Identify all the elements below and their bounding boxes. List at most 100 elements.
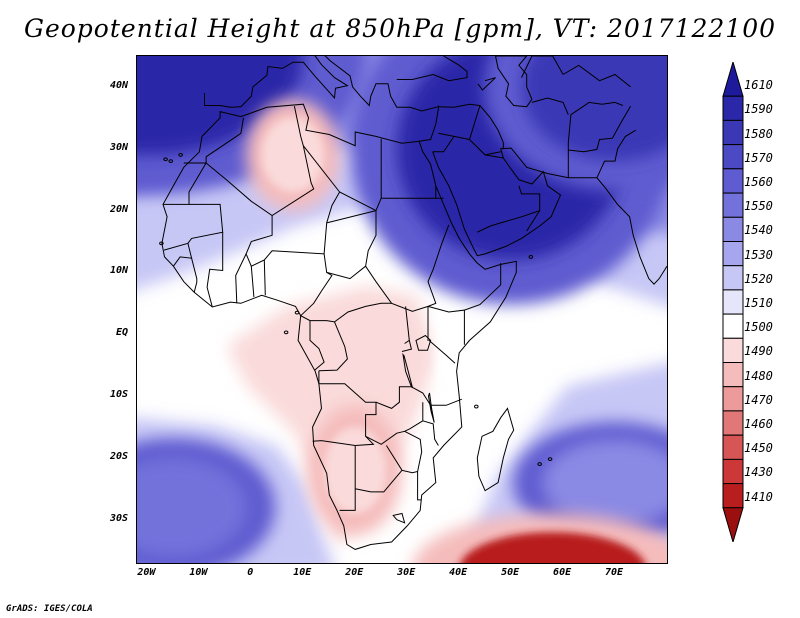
border-line bbox=[422, 420, 439, 446]
border-line bbox=[567, 114, 572, 178]
lon-tick-label: 70E bbox=[605, 567, 624, 578]
colorbar-label: 1460 bbox=[744, 417, 773, 432]
lat-tick-label: 10N bbox=[109, 265, 128, 277]
colorbar-label: 1610 bbox=[744, 78, 773, 93]
persian-borders bbox=[479, 105, 504, 149]
colorbar-label: 1490 bbox=[744, 344, 773, 359]
colorbar-label: 1430 bbox=[744, 465, 773, 480]
colorbar-segment bbox=[722, 458, 744, 485]
border-line bbox=[235, 253, 247, 304]
border-line bbox=[432, 136, 455, 153]
border-line bbox=[531, 97, 569, 115]
border-line bbox=[302, 138, 382, 212]
lon-tick-label: 10E bbox=[293, 567, 312, 578]
madagascar-coastline bbox=[476, 407, 515, 492]
colorbar-segment bbox=[722, 119, 744, 146]
lat-tick-label: 30S bbox=[109, 512, 128, 524]
border-line bbox=[477, 185, 541, 233]
colorbar-label: 1410 bbox=[744, 489, 773, 504]
border-line bbox=[250, 266, 255, 298]
colorbar-label: 1560 bbox=[744, 174, 773, 189]
grads-credit: GrADS: IGES/COLA bbox=[6, 604, 93, 614]
colorbar-segment bbox=[722, 362, 744, 388]
island-outline bbox=[547, 457, 553, 462]
border-line bbox=[205, 105, 315, 217]
colorbar-label: 1520 bbox=[744, 271, 773, 286]
lon-tick-label: 0 bbox=[247, 567, 254, 578]
colorbar-segment bbox=[722, 386, 744, 412]
colorbar-label: 1570 bbox=[744, 150, 773, 165]
colorbar-label: 1450 bbox=[744, 441, 773, 456]
colorbar-segment bbox=[722, 483, 744, 509]
border-line bbox=[401, 340, 413, 352]
border-line bbox=[318, 321, 348, 372]
border-line bbox=[570, 101, 623, 116]
island-outline bbox=[178, 153, 183, 157]
coastlines-and-borders bbox=[159, 56, 667, 550]
colorbar-segment bbox=[722, 144, 744, 170]
colorbar-segment bbox=[722, 192, 744, 218]
colorbar-label: 1540 bbox=[744, 223, 773, 238]
border-line bbox=[427, 305, 465, 345]
color-legend-bar bbox=[722, 62, 744, 542]
lake-malawi bbox=[427, 392, 435, 423]
lat-tick-label: 20S bbox=[109, 450, 128, 462]
lat-tick-label: 30N bbox=[109, 141, 128, 153]
colorbar-label: 1590 bbox=[744, 102, 773, 117]
sahara-low bbox=[261, 117, 325, 193]
colorbar-segment bbox=[722, 216, 744, 243]
south-indian-low bbox=[460, 532, 645, 563]
border-line bbox=[309, 320, 325, 371]
caspian-coast bbox=[494, 56, 533, 108]
colorbar-segment bbox=[722, 95, 744, 121]
border-line bbox=[326, 265, 366, 280]
lon-tick-label: 40E bbox=[449, 567, 468, 578]
border-line bbox=[568, 105, 632, 153]
mediterranean-north-coast bbox=[204, 56, 439, 112]
colorbar-label: 1500 bbox=[744, 320, 773, 335]
border-line bbox=[526, 210, 541, 232]
border-line bbox=[428, 340, 456, 364]
lat-tick-label: EQ bbox=[115, 327, 128, 339]
border-line bbox=[191, 258, 198, 293]
lon-tick-label: 60E bbox=[553, 567, 572, 578]
colorbar-label: 1580 bbox=[744, 126, 773, 141]
colorbar-label: 1510 bbox=[744, 296, 773, 310]
island-outline bbox=[168, 159, 174, 164]
border-line bbox=[469, 105, 481, 140]
border-line bbox=[183, 117, 244, 164]
east-africa-white bbox=[437, 306, 477, 386]
border-line bbox=[392, 512, 406, 524]
island-outline bbox=[528, 255, 534, 259]
colorbar-segment bbox=[722, 241, 744, 267]
south-atlantic-high bbox=[137, 457, 247, 557]
lon-tick-label: 20W bbox=[137, 567, 156, 578]
lake-victoria bbox=[415, 334, 432, 351]
colorbar-label: 1470 bbox=[744, 392, 773, 407]
border-line bbox=[326, 210, 377, 224]
border-line bbox=[464, 263, 502, 311]
colorbar-segment bbox=[722, 434, 744, 460]
red-sea-east-coast bbox=[432, 147, 667, 285]
colorbar-segment bbox=[722, 337, 744, 363]
border-line bbox=[427, 306, 429, 341]
border-line bbox=[172, 243, 193, 267]
black-sea-coast bbox=[396, 56, 468, 82]
border-line bbox=[163, 162, 207, 205]
island-outline bbox=[537, 462, 542, 466]
border-line bbox=[365, 210, 450, 312]
island-outline bbox=[294, 310, 300, 315]
border-line bbox=[206, 232, 224, 308]
lat-tick-label: 10S bbox=[109, 389, 128, 401]
island-outline bbox=[283, 330, 289, 335]
lon-tick-label: 50E bbox=[501, 567, 520, 578]
colorbar-segment bbox=[722, 313, 744, 339]
border-line bbox=[245, 191, 341, 267]
lon-tick-label: 30E bbox=[397, 567, 416, 578]
border-line bbox=[411, 386, 462, 406]
height-field bbox=[137, 56, 667, 563]
border-line bbox=[163, 203, 224, 251]
colorbar-segment bbox=[722, 410, 744, 436]
central-asia-high bbox=[521, 56, 667, 162]
island-outline bbox=[474, 404, 479, 409]
